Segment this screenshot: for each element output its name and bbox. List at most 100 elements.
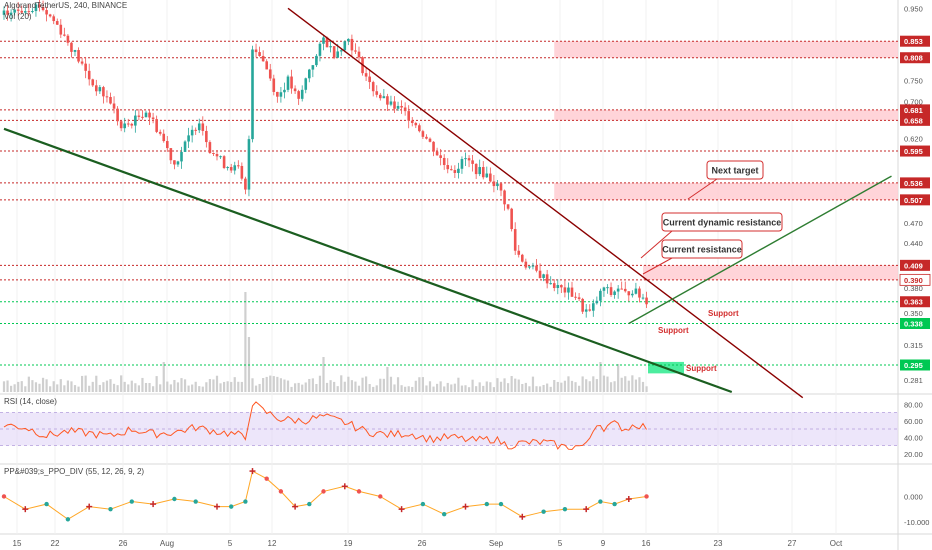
price-level-badge: 0.363	[900, 296, 930, 308]
volume-bar	[212, 379, 215, 392]
candle-body	[641, 297, 645, 299]
volume-bar	[134, 383, 137, 392]
candle-body	[20, 10, 24, 13]
candle-body	[489, 173, 492, 182]
volume-bar	[272, 376, 275, 392]
price-badge-label: 0.681	[904, 106, 923, 115]
ppo-signal-dot	[229, 504, 234, 509]
rsi-title: RSI (14, close)	[4, 397, 57, 406]
callout-text: Current dynamic resistance	[663, 218, 782, 228]
volume-bar	[137, 385, 140, 392]
volume-bar	[318, 375, 322, 392]
volume-bar	[460, 385, 464, 392]
price-level-badge: 0.853	[900, 35, 930, 47]
callout-pointer	[640, 230, 673, 259]
candle-body	[592, 303, 595, 311]
volume-bar	[70, 381, 73, 392]
volume-bar	[311, 378, 314, 392]
candle-body	[446, 165, 450, 170]
trendline-dynamic-resistance	[287, 7, 804, 399]
price-badge-label: 0.295	[904, 361, 923, 370]
volume-bar	[201, 386, 204, 392]
volume-bar	[620, 377, 623, 392]
price-badge-box	[900, 114, 930, 126]
volume-bar	[102, 382, 105, 392]
candle-body	[84, 63, 87, 71]
candle-body	[357, 51, 361, 58]
volume-bar	[290, 386, 293, 392]
volume-bar	[556, 381, 559, 392]
price-tick-label: 0.620	[904, 134, 923, 143]
price-level-badge: 0.338	[900, 317, 930, 329]
volume-bar	[52, 381, 55, 392]
volume-bar	[467, 387, 471, 392]
candle-body	[549, 283, 552, 285]
candle-body	[435, 151, 439, 156]
volume-bar	[606, 376, 609, 392]
candle-body	[478, 167, 481, 175]
candle-body	[137, 115, 141, 117]
candle-body	[318, 43, 322, 56]
candle-body	[347, 38, 350, 42]
price-badge-box	[900, 296, 930, 308]
candle-body	[414, 122, 418, 126]
volume-bar	[244, 292, 247, 392]
candle-body	[524, 261, 528, 268]
candle-body	[27, 11, 31, 13]
candle-body	[201, 123, 205, 131]
support-label: Support	[686, 364, 717, 373]
volume-bar	[627, 380, 630, 392]
volume-bar	[329, 380, 332, 392]
candle-body	[9, 12, 13, 15]
volume-bar	[130, 380, 133, 392]
volume-bar	[368, 384, 371, 392]
volume-bar	[340, 375, 343, 392]
candle-body	[620, 288, 623, 290]
volume-bar	[294, 383, 297, 392]
volume-bar	[95, 375, 98, 392]
volume-bar	[141, 377, 144, 392]
price-tick-label: 0.750	[904, 76, 923, 85]
candle-body	[276, 91, 279, 97]
candle-body	[471, 160, 474, 164]
volume-bar	[127, 384, 130, 392]
candle-body	[485, 173, 489, 178]
candle-body	[407, 111, 410, 121]
time-tick-label: 15	[13, 539, 22, 548]
volume-bar	[549, 386, 552, 392]
volume-bar	[489, 382, 492, 392]
volume-bar	[436, 383, 439, 392]
time-tick-label: 19	[344, 539, 353, 548]
callout-pointer	[642, 257, 673, 275]
candle-body	[528, 266, 531, 268]
time-tick-label: 9	[601, 539, 606, 548]
volume-bar	[276, 376, 279, 392]
candle-body	[134, 115, 137, 126]
volume-bar	[581, 376, 584, 392]
candle-body	[261, 55, 265, 62]
candle-body	[563, 287, 567, 293]
time-tick-label: 26	[418, 539, 427, 548]
volume-bar	[233, 377, 236, 392]
candle-body	[162, 133, 166, 142]
ppo-divergence-cross	[22, 506, 29, 513]
candle-body	[222, 156, 226, 168]
price-tick-label: 0.281	[904, 376, 923, 385]
candle-body	[322, 37, 325, 44]
candle-body	[87, 70, 91, 80]
candle-body	[510, 208, 513, 230]
volume-bar	[404, 386, 407, 392]
volume-bar	[560, 382, 563, 392]
price-level-badge: 0.409	[900, 259, 930, 271]
candle-body	[556, 285, 560, 289]
price-tick-label: 0.470	[904, 219, 923, 228]
candle-body	[268, 69, 272, 79]
candle-body	[34, 4, 38, 12]
volume-bar	[638, 377, 641, 392]
ppo-signal-dot	[541, 509, 546, 514]
volume-bar	[176, 382, 180, 392]
volume-bar	[570, 380, 574, 392]
volume-bar	[10, 385, 13, 392]
candle-body	[123, 123, 126, 129]
candle-body	[368, 76, 371, 83]
